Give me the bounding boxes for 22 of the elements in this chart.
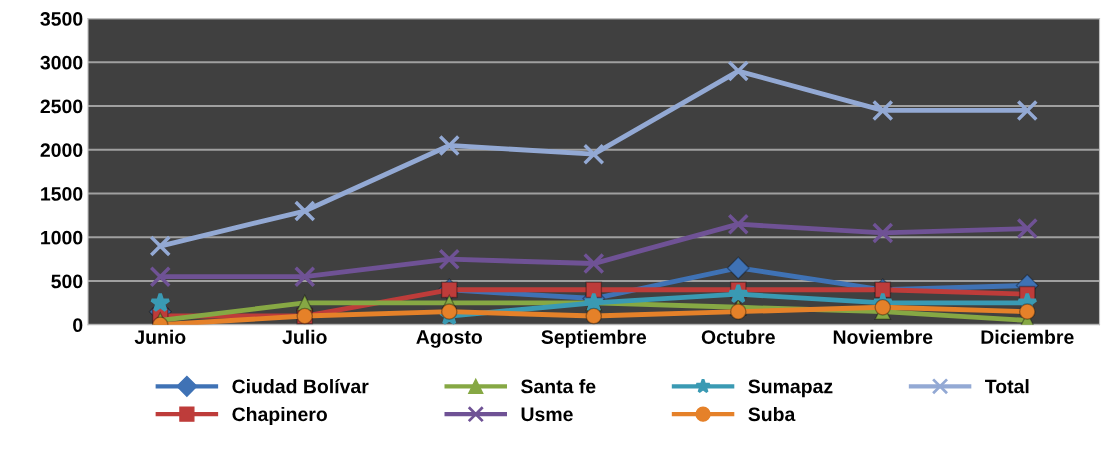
legend-label: Ciudad Bolívar (232, 378, 369, 394)
x-tick-label: Septiembre (541, 329, 647, 348)
y-tick-label: 500 (51, 274, 83, 289)
y-tick-label: 2000 (40, 143, 83, 158)
legend-label: Total (985, 379, 1029, 394)
y-tick-label: 0 (73, 318, 83, 333)
x-tick-label: Octubre (701, 329, 775, 344)
x-tick-label: Julio (282, 329, 327, 344)
legend-label: Sumapaz (748, 379, 833, 398)
y-tick-label: 3000 (40, 55, 83, 70)
y-tick-label: 2500 (40, 99, 83, 114)
y-tick-label: 1500 (41, 187, 83, 201)
legend-label: Suba (748, 406, 796, 422)
x-tick-label: Noviembre (833, 329, 933, 344)
y-tick-label: 1000 (41, 230, 83, 245)
x-tick-label: Diciembre (981, 329, 1074, 344)
x-tick-label: Junio (134, 329, 186, 344)
legend-label: Chapinero (232, 406, 327, 426)
x-tick-label: Agosto (416, 330, 482, 348)
legend-label: Usme (521, 407, 573, 422)
y-tick-label: 3500 (40, 12, 83, 26)
legend-label: Santa fe (521, 379, 596, 394)
